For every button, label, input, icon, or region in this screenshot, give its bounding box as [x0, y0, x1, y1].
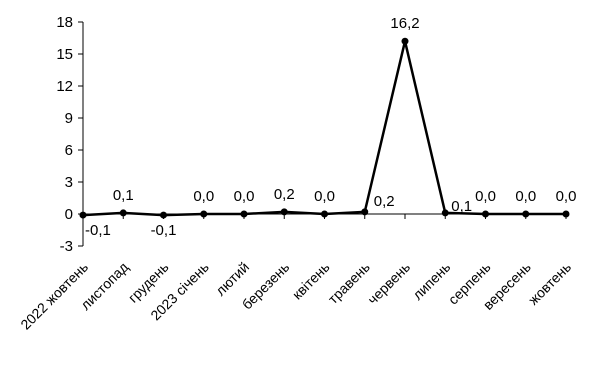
data-label: 0,0 — [193, 188, 214, 205]
data-label: 0,1 — [113, 187, 134, 204]
y-tick-label: 15 — [56, 46, 73, 63]
y-tick-label: 18 — [56, 14, 73, 31]
x-category-label: 2022 жовтень — [17, 259, 91, 333]
x-category-label: червень — [364, 259, 413, 308]
y-tick-label: 9 — [65, 110, 73, 127]
data-point — [200, 210, 208, 218]
data-label: -0,1 — [85, 222, 111, 239]
data-point — [562, 210, 570, 218]
data-label: 0,2 — [274, 186, 295, 203]
data-label: 0,0 — [234, 188, 255, 205]
y-tick-label: 6 — [65, 142, 73, 159]
data-point — [321, 210, 328, 218]
y-tick-label: 0 — [65, 206, 73, 223]
data-point — [280, 208, 288, 216]
data-label: 0,0 — [515, 188, 536, 205]
data-label: 0,0 — [556, 188, 577, 205]
data-point — [522, 210, 530, 218]
data-point — [240, 210, 248, 218]
y-tick-label: 12 — [56, 78, 73, 95]
y-tick-label: 3 — [65, 174, 73, 191]
data-point — [482, 210, 489, 218]
data-label: 0,0 — [314, 188, 335, 205]
data-point — [441, 209, 449, 217]
data-point — [79, 211, 87, 219]
x-category-label: жовтень — [525, 259, 574, 308]
data-point — [401, 37, 409, 45]
data-point — [160, 211, 167, 219]
data-point — [119, 209, 127, 217]
data-label: 16,2 — [390, 15, 419, 32]
data-label: 0,1 — [451, 198, 472, 215]
data-label: 0,2 — [374, 193, 395, 210]
data-label: -0,1 — [151, 222, 177, 239]
y-tick-label: -3 — [60, 238, 73, 255]
data-label: 0,0 — [475, 188, 496, 205]
x-category-label: травень — [325, 259, 373, 307]
data-point — [361, 208, 369, 216]
